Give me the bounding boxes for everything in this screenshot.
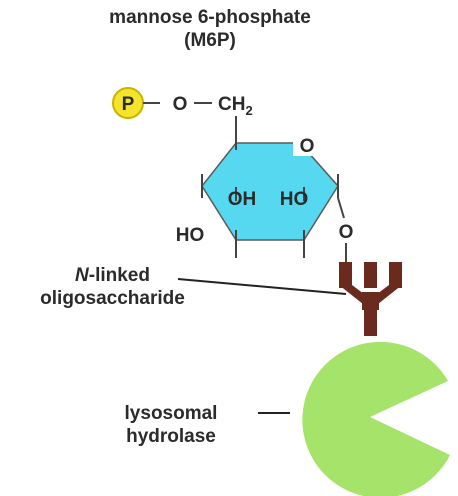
- glycosidic-oxygen: O: [339, 222, 354, 243]
- n-linked-prefix: N: [75, 265, 89, 286]
- oligo-arm-left: [339, 262, 352, 288]
- oligo-stem: [364, 308, 377, 336]
- ch2-group: CH2: [218, 94, 253, 118]
- oligo-arm-right: [389, 262, 402, 288]
- ring-oxygen-gap: [293, 132, 321, 156]
- bond-c1-o: [337, 197, 345, 219]
- phosphate-group: P: [112, 87, 144, 119]
- n-linked-line: N-linked: [10, 264, 215, 287]
- lysosomal-hydrolase-enzyme: [302, 341, 450, 496]
- lysosomal-word: lysosomal: [124, 403, 218, 424]
- hydroxyl-oh: OH: [228, 189, 257, 210]
- n-linked-label: N-linked oligosaccharide: [10, 264, 215, 310]
- ring-oxygen: O: [300, 136, 315, 157]
- lysosomal-hydrolase-label: lysosomal hydrolase: [86, 402, 256, 448]
- oligo-arm-middle: [364, 262, 377, 288]
- sugar-ring: [201, 142, 339, 241]
- ch2-subscript: 2: [245, 103, 252, 118]
- title-line-2: (M6P): [184, 30, 236, 51]
- oligosaccharide-word: oligosaccharide: [40, 288, 185, 309]
- hydroxyl-ho-left: HO: [176, 225, 205, 246]
- title-line-1: mannose 6-phosphate: [109, 7, 311, 28]
- leader-line-oligo: [177, 278, 347, 295]
- hydrolase-word: hydrolase: [126, 426, 216, 447]
- n-linked-rest: -linked: [88, 265, 150, 286]
- hydroxyl-ho-inner: HO: [280, 189, 309, 210]
- ch2-text: CH: [218, 94, 245, 115]
- phosphate-symbol: P: [122, 94, 135, 115]
- oligo-node: [362, 292, 379, 310]
- linker-oxygen: O: [173, 94, 188, 115]
- diagram-title: mannose 6-phosphate (M6P): [100, 6, 320, 52]
- oligosaccharide-branch: [339, 262, 402, 336]
